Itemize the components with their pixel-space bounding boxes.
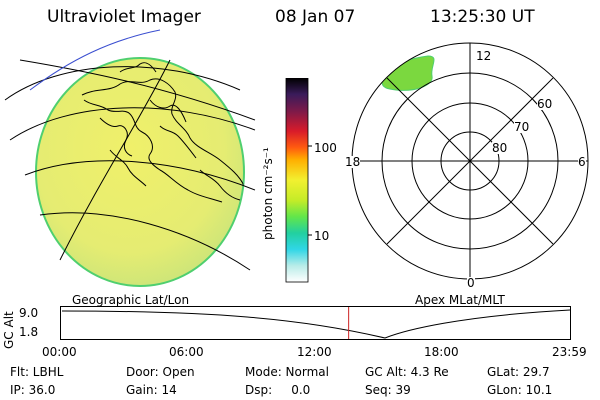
status-glat: GLat: 29.7 (487, 365, 550, 379)
status-seq: Seq: 39 (365, 383, 411, 397)
timeline-y-tick-bottom: 1.8 (19, 325, 39, 339)
color-scale-bar (285, 78, 312, 283)
status-door: Door: Open (126, 365, 195, 379)
timeline-plot (60, 306, 571, 340)
globe-image (4, 29, 256, 287)
mlat-label-60: 60 (537, 97, 553, 111)
mlat-label-80: 80 (492, 141, 508, 155)
earth-disk (35, 57, 245, 287)
mlt-label-6: 6 (578, 155, 586, 169)
mlt-label-12: 12 (476, 49, 492, 63)
status-mode: Mode: Normal (245, 365, 329, 379)
mlt-label-0: 0 (467, 276, 475, 290)
timeline-x-tick-4: 23:59 (552, 345, 587, 359)
status-filter: Flt: LBHL (10, 365, 64, 379)
timeline-x-tick-2: 12:00 (297, 345, 332, 359)
timeline-x-tick-1: 06:00 (169, 345, 204, 359)
latlon-grid (4, 29, 256, 271)
apex-panel-label: Apex MLat/MLT (415, 293, 505, 307)
polar-plot (351, 42, 589, 280)
colorbar-tick-10: 10 (314, 229, 330, 243)
colorbar-unit-label: photon cm⁻²s⁻¹ (261, 147, 275, 240)
timeline-frame (60, 306, 571, 340)
timeline-x-tick-0: 00:00 (42, 345, 77, 359)
timeline-y-tick-top: 9.0 (19, 306, 39, 320)
time-label: 13:25:30 UT (430, 7, 535, 27)
status-gain: Gain: 14 (126, 383, 177, 397)
status-ip: IP: 36.0 (10, 383, 56, 397)
timeline-x-tick-3: 18:00 (424, 345, 459, 359)
altitude-curve (61, 309, 571, 339)
date-label: 08 Jan 07 (275, 7, 356, 27)
geographic-panel-label: Geographic Lat/Lon (72, 293, 190, 307)
polar-grid (351, 42, 589, 280)
instrument-title: Ultraviolet Imager (47, 7, 201, 27)
mlt-label-18: 18 (345, 155, 361, 169)
status-dsp: Dsp: 0.0 (245, 383, 311, 397)
aurora-patch (381, 55, 435, 91)
mlat-label-70: 70 (514, 120, 530, 134)
colorbar-tick-100: 100 (314, 141, 337, 155)
status-gc-alt: GC Alt: 4.3 Re (365, 365, 449, 379)
coastlines (81, 62, 244, 203)
status-glon: GLon: 10.1 (487, 383, 553, 397)
timeline-y-label: GC Alt (2, 311, 16, 349)
